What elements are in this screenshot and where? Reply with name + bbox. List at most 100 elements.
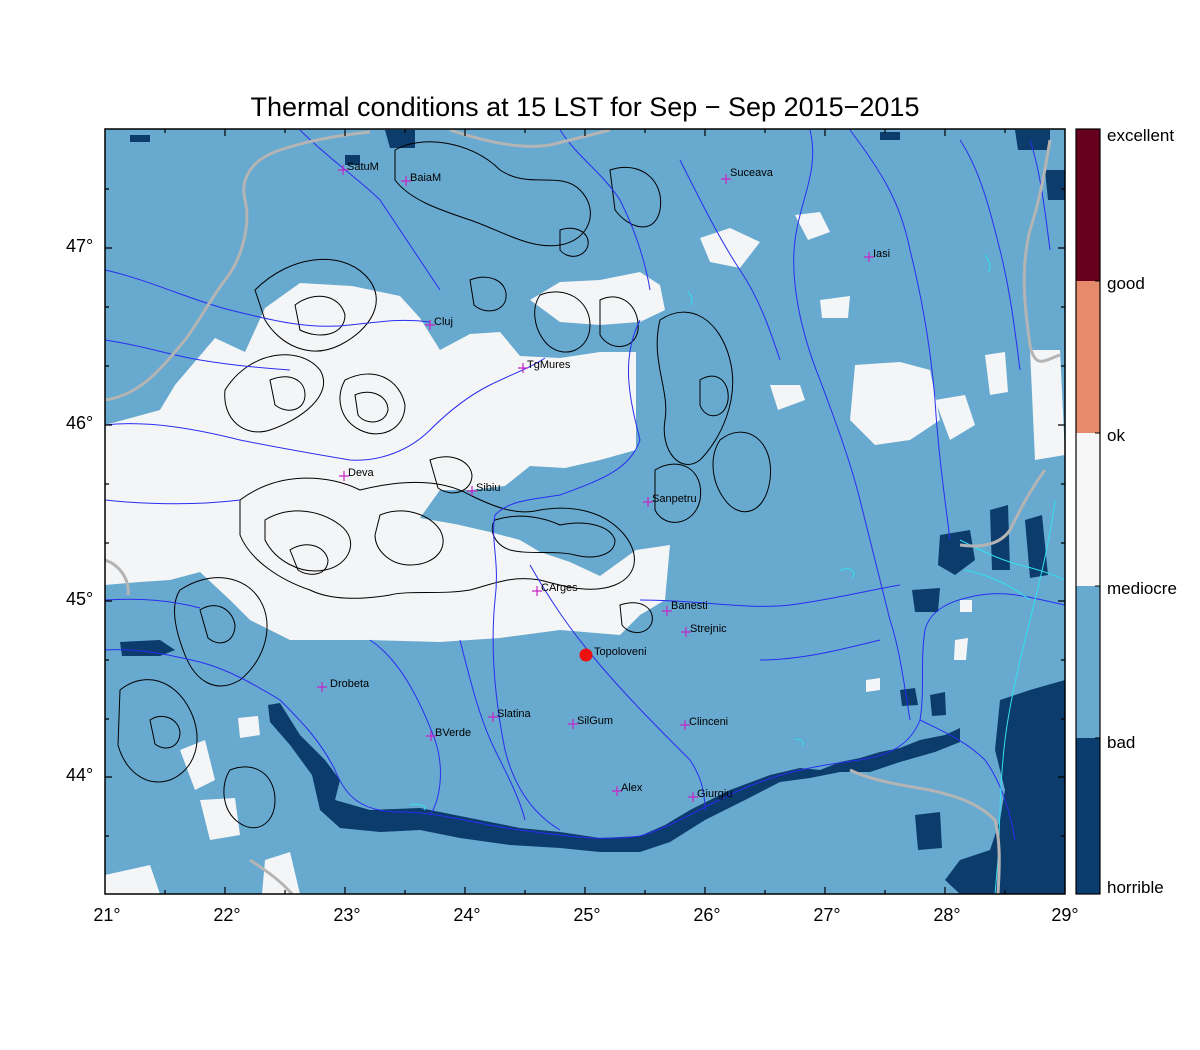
station-cross-icon (680, 720, 690, 730)
contour-line (712, 431, 772, 513)
river-siret (793, 129, 911, 721)
horrible-danube-band (268, 703, 960, 852)
mediocre-zone-sw-3 (105, 865, 160, 894)
station-sanpetru: Sanpetru (643, 493, 697, 507)
contour-line (599, 296, 639, 347)
horrible-zone-east-3 (1025, 515, 1048, 578)
lon-minor-ticks (164, 129, 1006, 894)
station-label: Giurgiu (697, 788, 732, 800)
colorbar-label-mediocre: mediocre (1107, 579, 1177, 598)
map-plot-area: SatuM BaiaM Suceava Iasi Cluj TgMures (105, 129, 1065, 894)
contour-line (269, 376, 306, 411)
contour-line (374, 510, 444, 566)
station-strejnic: Strejnic (681, 623, 727, 637)
horrible-zone-east-4 (912, 588, 940, 612)
coastline (409, 254, 1065, 894)
mediocre-zone-north (530, 272, 665, 325)
horrible-zone-w (120, 640, 175, 656)
mediocre-zone-sw-1 (180, 740, 215, 790)
river-east-1 (959, 139, 1021, 371)
contour-line (609, 166, 662, 228)
colorbar-label-bad: bad (1107, 733, 1136, 752)
horrible-zone-east-1 (938, 530, 975, 575)
station-label: Cluj (434, 316, 453, 328)
contour-line (469, 276, 507, 312)
map-title: Thermal conditions at 15 LST for Sep − S… (250, 92, 920, 122)
border-line (449, 129, 611, 148)
colorbar-ticks (1095, 280, 1100, 739)
river-north-3 (679, 159, 781, 361)
colorbar-swatch-good (1076, 281, 1100, 433)
mediocre-zone-east-6 (770, 385, 805, 410)
station-sibiu: Sibiu (467, 482, 500, 496)
mediocre-zone-east-2 (820, 296, 850, 318)
rivers (105, 129, 1065, 841)
colorbar-label-ok: ok (1107, 426, 1125, 445)
horrible-zone-top-2 (1015, 130, 1050, 150)
contour-line (264, 510, 352, 572)
station-cross-icon (662, 606, 672, 616)
border-line (249, 858, 294, 894)
border-line (105, 130, 371, 402)
axis-ticks (105, 129, 1065, 894)
lake (984, 254, 991, 273)
mediocre-zone-east-1 (795, 212, 830, 240)
highlight-dot-icon (579, 648, 593, 662)
contour-line (619, 602, 653, 633)
mediocre-zone-sw-2 (200, 798, 240, 840)
border-line (105, 558, 130, 596)
station-suceava: Suceava (721, 167, 774, 184)
national-borders (105, 129, 1061, 894)
station-cross-icon (643, 497, 653, 507)
danube-river (105, 593, 1065, 839)
lon-label-22: 22° (213, 905, 241, 925)
station-baiam: BaiaM (401, 172, 441, 186)
station-cross-icon (612, 786, 622, 796)
station-label: Strejnic (690, 623, 727, 635)
lon-label-21: 21° (93, 905, 121, 925)
river-prut (849, 129, 951, 541)
lake (687, 291, 693, 306)
horrible-zone-top-3 (1045, 170, 1065, 200)
contour-line (429, 456, 473, 494)
contour-line (199, 605, 236, 644)
lat-label-46: 46° (66, 413, 94, 433)
station-iasi: Iasi (864, 248, 890, 262)
mediocre-zone-se-1 (954, 638, 968, 660)
station-cross-icon (864, 252, 874, 262)
station-cross-icon (425, 320, 435, 330)
horrible-zone-se-3 (915, 812, 942, 850)
mediocre-zone-east-4 (935, 395, 975, 440)
lon-label-24: 24° (453, 905, 481, 925)
station-deva: Deva (339, 467, 375, 481)
station-drobeta: Drobeta (317, 678, 370, 692)
river-olt (492, 319, 641, 831)
station-label: Banesti (671, 600, 708, 612)
river-somes (105, 269, 431, 327)
station-tgmures: TgMures (518, 359, 571, 373)
station-label: BVerde (435, 727, 471, 739)
contour-line (117, 679, 198, 783)
river-west-1 (105, 339, 291, 371)
station-topoloveni: Topoloveni (579, 646, 647, 662)
contour-line (354, 391, 389, 423)
station-cross-icon (338, 165, 348, 175)
lon-label-25: 25° (573, 905, 601, 925)
station-carges: CArges (532, 582, 578, 596)
mediocre-zone-sw-4 (262, 852, 300, 894)
station-label: Drobeta (330, 678, 370, 690)
delta-channels (964, 569, 1031, 601)
mediocre-zone-east-3 (850, 362, 940, 445)
contour-line (654, 463, 702, 523)
horrible-zone-east-2 (990, 505, 1010, 570)
station-cross-icon (721, 174, 731, 184)
contour-line (149, 716, 181, 749)
mediocre-zone-east-7 (1030, 350, 1065, 460)
mediocre-zone-ne (700, 228, 760, 268)
station-cluj: Cluj (425, 316, 453, 330)
station-label: SatuM (347, 161, 379, 173)
colorbar-swatch-excellent (1076, 129, 1100, 281)
colorbar-label-horrible: horrible (1107, 878, 1164, 897)
station-label: Sanpetru (652, 493, 697, 505)
